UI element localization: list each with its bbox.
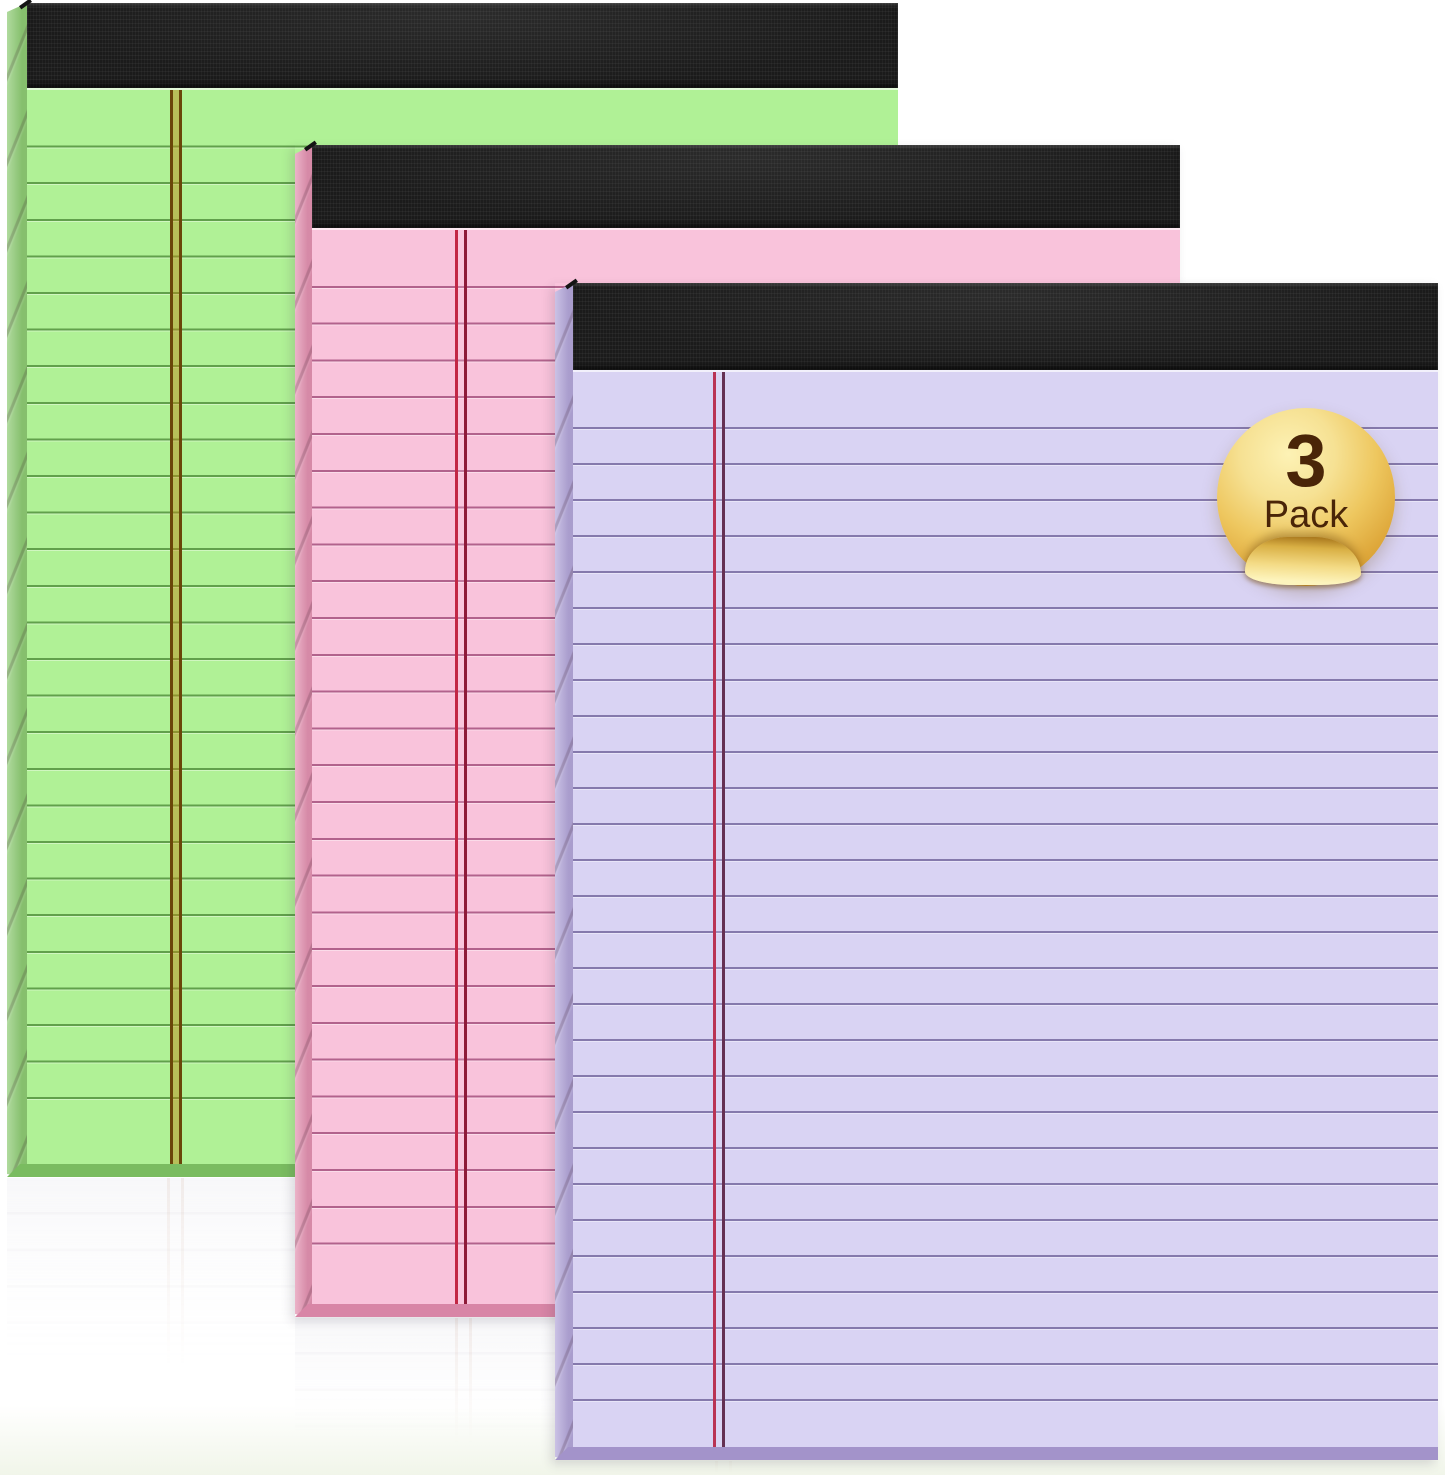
notepad-purple-bottom-edge xyxy=(555,1447,1438,1460)
notepad-green-binding xyxy=(27,3,898,88)
pack-count-badge: 3 Pack xyxy=(1217,408,1395,586)
notepad-purple-binding xyxy=(573,283,1438,370)
notepad-green-spine xyxy=(7,3,27,1177)
margin-line xyxy=(455,230,467,1304)
notepad-pink-binding xyxy=(312,145,1180,228)
badge-number: 3 xyxy=(1285,419,1327,502)
reflection-purple xyxy=(555,1461,1438,1475)
badge-peel-corner-icon xyxy=(1245,536,1362,585)
badge-label: Pack xyxy=(1263,494,1349,536)
notepad-pink-spine xyxy=(295,145,312,1317)
margin-line xyxy=(713,372,725,1447)
margin-line xyxy=(170,90,182,1164)
notepad-purple-spine xyxy=(555,283,573,1460)
